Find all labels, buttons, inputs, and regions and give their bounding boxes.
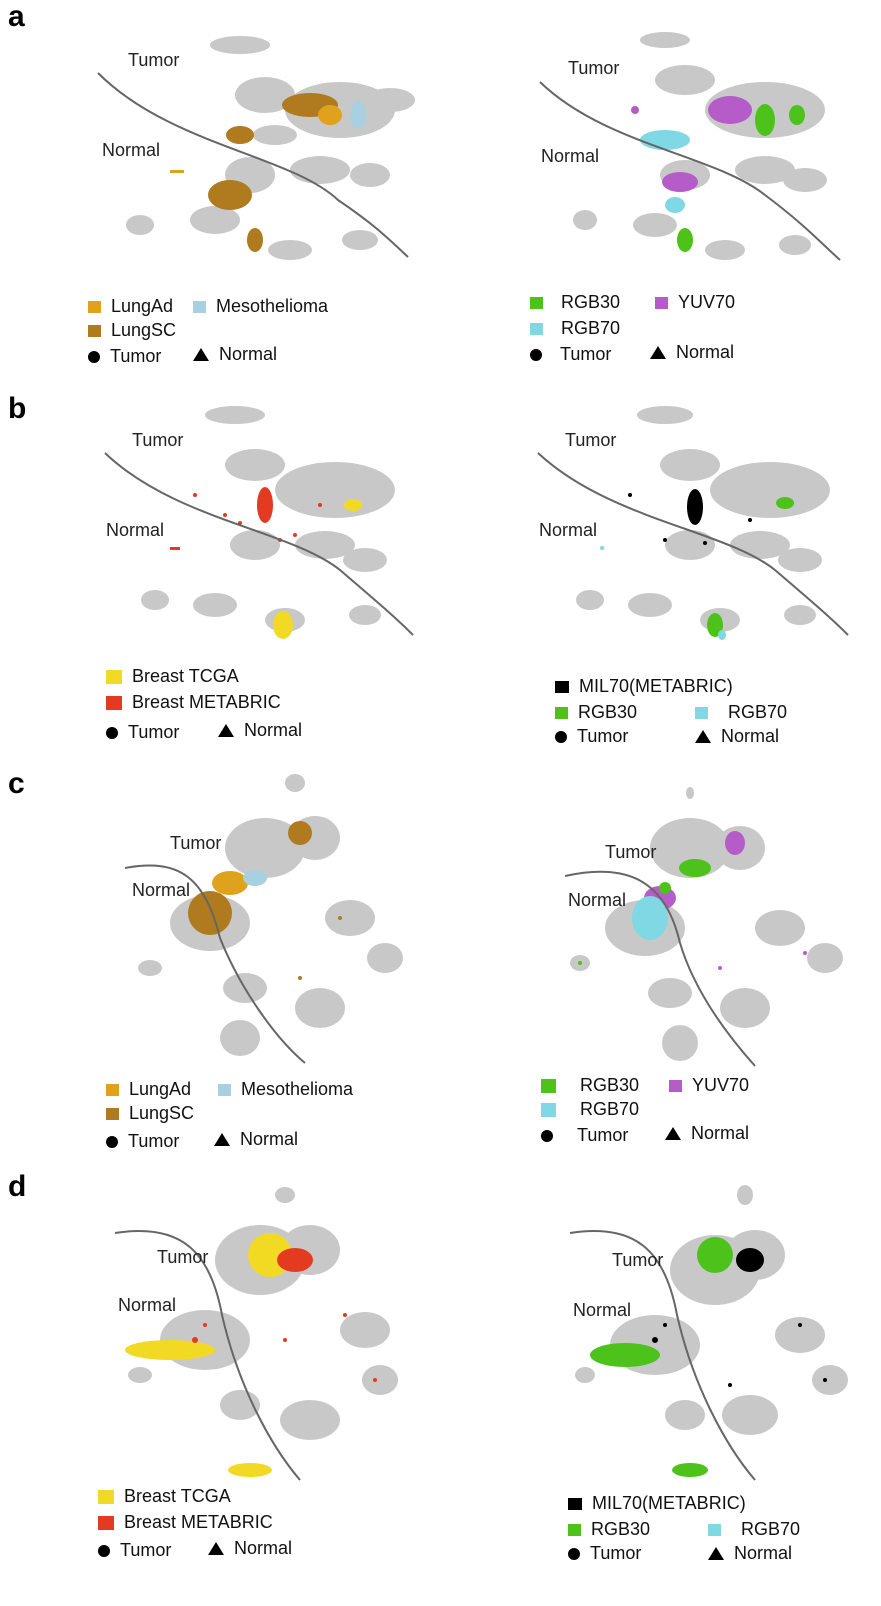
tumor-label-a-right: Tumor [568,58,620,78]
umap-plot-b-right [537,406,849,640]
legend-shape-normal: Normal [695,726,779,747]
legend-shape-tumor: Tumor [541,1125,628,1146]
legend-item: Breast TCGA [106,666,239,687]
umap-plot-c-left [124,774,403,1064]
legend-item: Breast TCGA [98,1486,231,1507]
panel-letter-a: a [8,0,25,33]
legend-item: RGB70 [708,1519,800,1540]
legend-shape-tumor: Tumor [530,344,611,365]
highlight-cells [170,93,366,252]
legend-shape-normal: Normal [208,1538,292,1559]
legend-item: RGB30 [541,1075,639,1096]
tumor-label-d-right: Tumor [612,1250,664,1270]
legend-item: Breast METABRIC [98,1512,273,1533]
tumor-label-b-left: Tumor [132,430,184,450]
legend-shape-tumor: Tumor [555,726,628,747]
legend-item: YUV70 [669,1075,749,1096]
legend-shape-tumor: Tumor [98,1540,171,1561]
tumor-label-d-left: Tumor [157,1247,209,1267]
legend-shape-normal: Normal [218,720,302,741]
legend-item: YUV70 [655,292,735,313]
normal-label-a-left: Normal [102,140,161,160]
legend-item: RGB70 [530,318,620,339]
umap-plot-a-right [539,32,841,261]
legend-shape-tumor: Tumor [568,1543,641,1564]
legend-shape-normal: Normal [193,344,277,365]
panel-letter-c: c [8,767,25,800]
normal-label-c-left: Normal [132,880,191,900]
legend-shape-tumor: Tumor [106,1131,179,1152]
normal-label-b-right: Normal [539,520,598,540]
background-cells [126,36,415,260]
legend-shape-tumor: Tumor [106,722,179,743]
tumor-label-a-left: Tumor [128,50,180,70]
legend-item: Breast METABRIC [106,692,281,713]
panel-letter-b: b [8,392,27,425]
umap-plot-c-right [564,787,843,1067]
legend-item: Mesothelioma [218,1079,353,1100]
tumor-label-c-left: Tumor [170,833,222,853]
legend-item: RGB30 [530,292,620,313]
legend-shape-tumor: Tumor [88,346,161,367]
normal-label-a-right: Normal [541,146,600,166]
normal-label-d-left: Normal [118,1295,177,1315]
legend-item: RGB70 [695,702,787,723]
legend-item: LungAd [106,1079,191,1100]
normal-label-c-right: Normal [568,890,627,910]
legend-shape-normal: Normal [650,342,734,363]
legend-shape-normal: Normal [708,1543,792,1564]
umap-plot-a-left [97,36,415,260]
tumor-label-c-right: Tumor [605,842,657,862]
boundary-curve [97,72,409,258]
legend-item: LungAd [88,296,173,317]
normal-label-b-left: Normal [106,520,165,540]
legend-item: RGB30 [568,1519,650,1540]
legend-shape-normal: Normal [214,1129,298,1150]
umap-plot-d-right [569,1185,848,1481]
umap-plot-b-left [104,406,414,639]
legend-item: MIL70(METABRIC) [555,676,733,697]
legend-item: Mesothelioma [193,296,328,317]
legend-shape-normal: Normal [665,1123,749,1144]
legend-item: LungSC [88,320,176,341]
legend-item: RGB30 [555,702,637,723]
normal-label-d-right: Normal [573,1300,632,1320]
panel-letter-d: d [8,1170,27,1203]
legend-item: LungSC [106,1103,194,1124]
legend-item: RGB70 [541,1099,639,1120]
legend-item: MIL70(METABRIC) [568,1493,746,1514]
tumor-label-b-right: Tumor [565,430,617,450]
umap-plot-d-left [114,1187,398,1481]
